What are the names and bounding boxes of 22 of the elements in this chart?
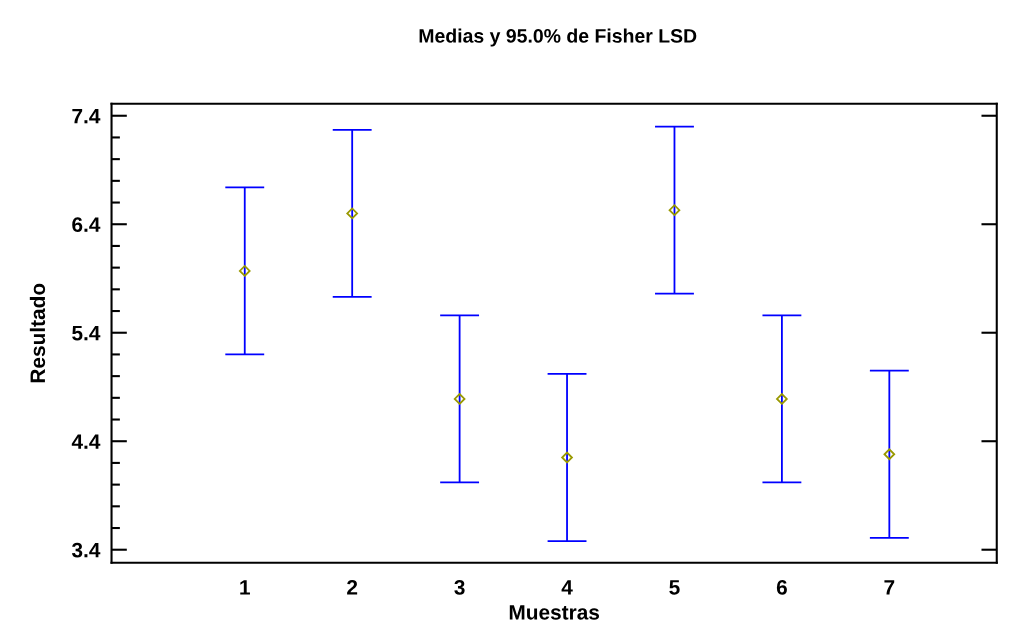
point bbox=[561, 451, 573, 464]
y-tick-label: 4.4 bbox=[71, 434, 101, 449]
point bbox=[346, 207, 358, 220]
y-tick-label: 3.4 bbox=[71, 542, 101, 558]
x-tick-label: 3 bbox=[454, 579, 465, 595]
point bbox=[453, 393, 466, 405]
point bbox=[776, 393, 788, 405]
y-tick-label: 5.4 bbox=[72, 325, 101, 341]
x-tick-label: 6 bbox=[776, 579, 787, 595]
point bbox=[883, 448, 896, 461]
x-tick-label: 4 bbox=[561, 580, 573, 595]
y-tick-label: 7.4 bbox=[72, 108, 101, 124]
x-tick-label: 7 bbox=[884, 580, 895, 595]
x-tick-label: 5 bbox=[669, 580, 680, 595]
point bbox=[668, 204, 681, 216]
point bbox=[238, 265, 251, 277]
y-axis-title: Resultado bbox=[29, 283, 46, 383]
x-tick-label: 2 bbox=[347, 579, 358, 595]
x-axis-title: Muestras bbox=[509, 605, 600, 620]
x-tick-label: 1 bbox=[240, 580, 250, 595]
chart-title: Medias y 95.0% de Fisher LSD bbox=[419, 28, 697, 47]
y-tick-label: 6.4 bbox=[72, 217, 101, 232]
